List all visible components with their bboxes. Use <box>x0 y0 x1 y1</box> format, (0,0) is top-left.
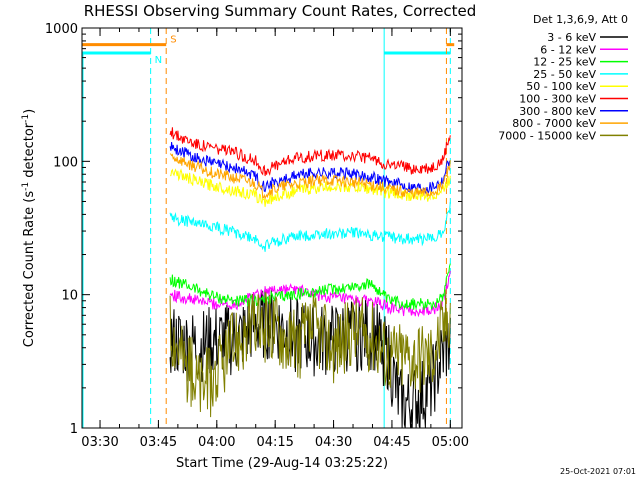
footer-timestamp: 25-Oct-2021 07:01 <box>560 467 636 476</box>
series-line <box>169 201 451 252</box>
y-tick-label: 10 <box>61 289 78 304</box>
legend-label: 800 - 7000 keV <box>512 117 596 130</box>
legend-label: 100 - 300 keV <box>519 93 596 106</box>
y-axis-label-end: ) <box>22 109 37 114</box>
legend-label: 25 - 50 keV <box>533 68 596 81</box>
chart-title: RHESSI Observing Summary Count Rates, Co… <box>84 2 477 20</box>
y-tick-label: 1000 <box>45 22 78 37</box>
x-tick-label: 05:00 <box>432 435 469 450</box>
flag-label: N <box>155 55 162 66</box>
series-line <box>169 270 451 318</box>
legend-label: 3 - 6 keV <box>547 31 596 44</box>
x-axis-label: Start Time (29-Aug-14 03:25:22) <box>176 456 388 471</box>
flag-layer: NS <box>82 28 455 428</box>
y-axis-label-sup1: -1 <box>21 182 31 191</box>
legend-label: 50 - 100 keV <box>526 80 596 93</box>
plot-frame <box>81 27 463 429</box>
y-tick-label: 100 <box>53 155 78 170</box>
series-line <box>169 142 451 194</box>
y-axis-label-sup2: -1 <box>21 114 31 123</box>
series-line <box>169 127 451 177</box>
series-line <box>169 287 451 429</box>
y-tick-label: 1 <box>70 422 78 437</box>
series-line <box>169 263 451 311</box>
legend-label: 6 - 12 keV <box>540 43 596 56</box>
y-axis-label: Corrected Count Rate (s-1 detector-1) <box>21 109 37 347</box>
y-axis: 1 10 100 1000 <box>45 22 462 437</box>
x-tick-label: 04:15 <box>256 435 293 450</box>
series-layer <box>169 127 451 429</box>
x-tick-label: 03:30 <box>81 435 118 450</box>
x-tick-label: 04:45 <box>373 435 410 450</box>
x-tick-label: 04:30 <box>315 435 352 450</box>
series-line <box>169 153 451 200</box>
y-axis-label-mid: detector <box>22 122 37 182</box>
series-line <box>169 289 451 418</box>
legend-label: 300 - 800 keV <box>519 105 596 118</box>
legend-header: Det 1,3,6,9, Att 0 <box>533 13 628 26</box>
legend-label: 12 - 25 keV <box>533 56 596 69</box>
x-tick-label: 04:00 <box>198 435 235 450</box>
legend-label: 7000 - 15000 keV <box>498 129 596 142</box>
y-axis-label-start: Corrected Count Rate (s <box>22 191 37 348</box>
flag-label: S <box>170 35 176 46</box>
x-tick-label: 03:45 <box>140 435 177 450</box>
x-axis: 03:30 03:45 04:00 04:15 04:30 04:45 05:00 <box>81 28 469 450</box>
